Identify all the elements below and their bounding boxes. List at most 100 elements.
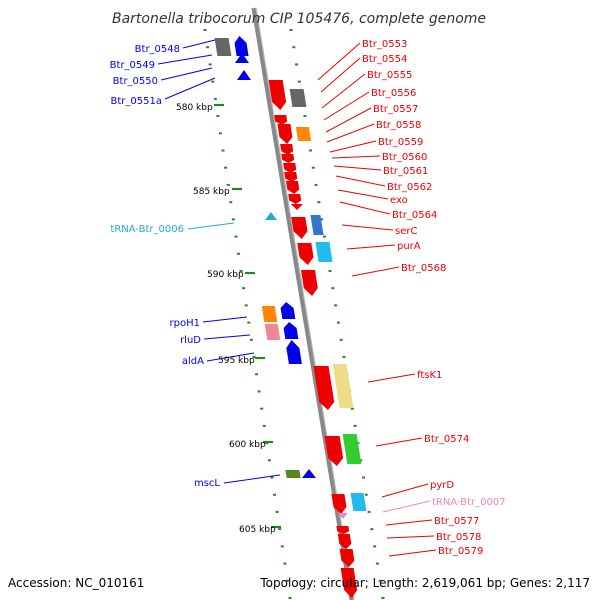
gene-feature-serc-box (310, 215, 324, 235)
gene-feature-btr-0557 (295, 127, 312, 141)
label-line (317, 42, 361, 81)
gene-feature-serc (291, 217, 308, 239)
label-line (388, 549, 437, 557)
trna-feature-0006 (265, 212, 277, 220)
label-line (321, 73, 366, 109)
label-line (331, 155, 381, 159)
gene-labels: Btr_0548 Btr_0549 Btr_0550 Btr_0551a tRNA-Bt… (110, 39, 506, 557)
label-lines (157, 39, 437, 557)
gene-feature-btr-0574-box (342, 434, 362, 464)
gene-label: Btr_0561 (383, 166, 428, 177)
gene-label: Btr_0549 (110, 60, 155, 71)
kbp-label: 590 kbp (207, 270, 244, 280)
kbp-label: 600 kbp (229, 440, 266, 450)
gene-label: Btr_0558 (376, 120, 421, 131)
gene-label: Btr_0577 (434, 516, 479, 527)
label-line (381, 483, 429, 498)
gene-label: tRNA-Btr_0006 (110, 224, 184, 235)
gene-label: Btr_0578 (436, 532, 481, 543)
gene-label: aldA (182, 356, 204, 367)
gene-feature-btr-0579 (339, 549, 355, 567)
gene-label: rluD (180, 335, 201, 346)
gene-feature-btr-0574 (324, 436, 344, 466)
label-line (164, 77, 216, 100)
gene-feature-btr-0558 (280, 144, 294, 155)
gene-feature-btr-0580 (340, 568, 358, 598)
label-line (335, 175, 386, 187)
label-line (346, 244, 396, 250)
gene-feature-pura (297, 243, 314, 265)
accession-text: Accession: NC_010161 (8, 576, 144, 590)
gene-label: Btr_0554 (362, 54, 407, 65)
gene-feature-btr-0554 (289, 89, 307, 107)
gene-feature-btr-0578 (337, 534, 352, 549)
gene-label: Btr_0551a (111, 96, 162, 107)
gene-feature-rlud (264, 324, 281, 340)
gene-label: mscL (194, 478, 220, 489)
gene-label: Btr_0564 (392, 210, 437, 221)
gene-feature-btr-0550 (237, 70, 251, 80)
gene-label: exo (390, 195, 408, 206)
gene-feature-rpoh1-b (280, 302, 296, 319)
label-line (339, 201, 391, 215)
label-line (337, 189, 389, 200)
label-line (157, 54, 213, 65)
gene-feature-btr-0553 (268, 80, 287, 110)
gene-feature-pyrd-box (350, 493, 367, 511)
gene-feature-alda (286, 340, 302, 364)
gene-label: Btr_0550 (113, 76, 158, 87)
gene-feature-exo (288, 194, 302, 204)
gene-feature-rlud-b (283, 322, 299, 339)
gene-label: Btr_0560 (382, 152, 427, 163)
gene-label: Btr_0557 (373, 104, 418, 115)
label-line (160, 67, 213, 81)
gene-feature-btr-0568 (300, 270, 318, 296)
label-line (323, 91, 370, 121)
kbp-label: 580 kbp (176, 103, 213, 113)
gene-feature-btr-0561 (284, 172, 298, 182)
kbp-label: 595 kbp (218, 356, 255, 366)
gene-label: Btr_0548 (135, 44, 180, 55)
gene-feature-ftsk1 (313, 366, 335, 410)
gene-feature-btr-0559 (281, 154, 295, 163)
gene-label: Btr_0574 (424, 434, 469, 445)
gene-label: Btr_0568 (401, 263, 446, 274)
gene-feature-btr-0556 (277, 124, 293, 144)
gene-feature-btr-0549 (235, 53, 249, 63)
gene-feature-btr-0548-pseudo (214, 38, 232, 56)
label-line (367, 373, 416, 383)
kbp-label: 585 kbp (193, 187, 230, 197)
label-line (187, 222, 235, 230)
gene-label: purA (397, 241, 421, 252)
kbp-label: 605 kbp (239, 525, 276, 535)
gene-label: tRNA-Btr_0007 (432, 497, 506, 508)
gene-feature-mscl (302, 469, 316, 478)
gene-feature-btr-0555 (274, 115, 288, 125)
gene-label: Btr_0559 (378, 137, 423, 148)
label-line (382, 500, 431, 513)
gene-label: rpoH1 (170, 318, 200, 329)
gene-feature-btr-0548 (234, 36, 249, 56)
trna-feature-0007 (338, 513, 348, 519)
gene-feature-pura-box (315, 242, 333, 262)
gene-feature-rpoh1 (261, 306, 278, 322)
label-line (206, 352, 255, 362)
gene-label: ftsK1 (417, 370, 442, 381)
label-line (203, 334, 251, 340)
gene-feature-pyrd (331, 494, 347, 514)
gene-feature-mscl-box (285, 470, 301, 478)
gene-feature-btr-0562 (285, 181, 300, 194)
label-line (375, 437, 423, 447)
label-line (182, 39, 216, 49)
label-line (223, 474, 281, 484)
gene-feature-btr-0577 (336, 526, 350, 534)
gene-label: serC (395, 226, 417, 237)
label-line (202, 316, 248, 323)
label-line (325, 107, 372, 133)
label-line (326, 123, 375, 143)
gene-label: pyrD (430, 480, 454, 491)
label-line (320, 57, 361, 93)
label-line (333, 165, 382, 171)
label-line (341, 224, 394, 231)
